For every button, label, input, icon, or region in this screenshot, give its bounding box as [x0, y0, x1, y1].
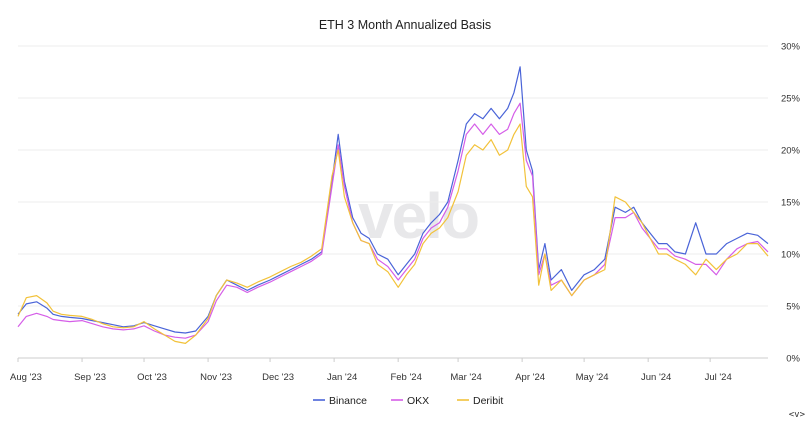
x-tick-label: Oct '23 — [137, 372, 167, 383]
legend-label: Binance — [329, 395, 367, 407]
x-tick-label: Feb '24 — [390, 372, 421, 383]
x-tick-label: Mar '24 — [450, 372, 481, 383]
y-tick-label: 15% — [781, 198, 801, 209]
grid-lines — [18, 45, 768, 359]
x-tick-label: May '24 — [576, 372, 609, 383]
y-tick-label: 20% — [781, 146, 801, 157]
watermark-logo: velo — [358, 180, 478, 252]
y-axis: 0% 5% 10% 15% 20% 25% 30% — [781, 42, 801, 365]
y-tick-label: 0% — [786, 354, 800, 365]
chart-title: ETH 3 Month Annualized Basis — [319, 18, 491, 32]
x-tick-label: Dec '23 — [262, 372, 294, 383]
x-axis: Aug '23 Sep '23 Oct '23 Nov '23 Dec '23 Jan '… — [10, 358, 732, 383]
series-line-okx — [17, 102, 769, 339]
x-tick-label: Nov '23 — [200, 372, 232, 383]
corner-badge[interactable]: <v> — [788, 410, 805, 420]
y-tick-label: 25% — [781, 94, 801, 105]
legend-label: Deribit — [473, 395, 503, 407]
x-tick-label: Jul '24 — [705, 372, 732, 383]
legend-item-okx[interactable]: OKX — [391, 395, 429, 407]
chart-legend: Binance OKX Deribit — [313, 395, 503, 407]
x-tick-label: Jan '24 — [327, 372, 357, 383]
series-line-deribit — [17, 123, 769, 344]
y-tick-label: 30% — [781, 42, 801, 53]
y-tick-label: 10% — [781, 250, 801, 261]
legend-item-binance[interactable]: Binance — [313, 395, 367, 407]
legend-item-deribit[interactable]: Deribit — [457, 395, 503, 407]
x-tick-label: Aug '23 — [10, 372, 42, 383]
legend-label: OKX — [407, 395, 429, 407]
x-tick-label: Sep '23 — [74, 372, 106, 383]
y-tick-label: 5% — [786, 302, 800, 313]
series-line-binance — [17, 66, 769, 334]
x-tick-label: Apr '24 — [515, 372, 545, 383]
x-tick-label: Jun '24 — [641, 372, 671, 383]
series-lines — [17, 66, 769, 344]
